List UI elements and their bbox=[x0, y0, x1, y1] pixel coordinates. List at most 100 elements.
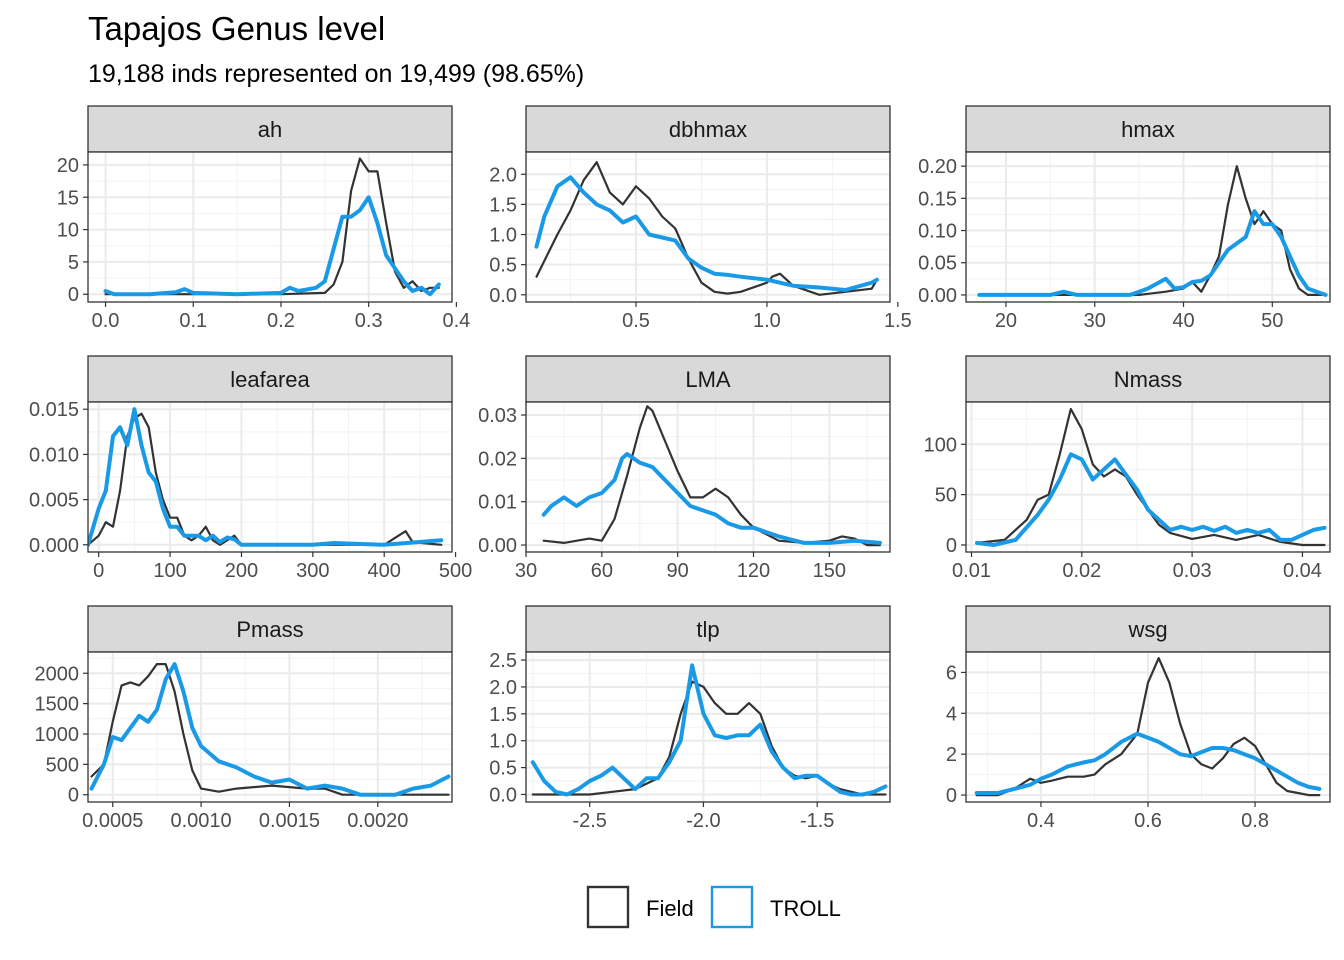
x-tick-label: -1.5 bbox=[800, 810, 834, 832]
x-tick-label: 0.03 bbox=[1173, 560, 1212, 582]
strip-label-tlp: tlp bbox=[696, 617, 719, 642]
series-group bbox=[530, 663, 888, 797]
panel-bg bbox=[526, 402, 890, 552]
y-tick-label: 0.015 bbox=[29, 399, 79, 421]
grid bbox=[526, 152, 890, 302]
series-line-troll bbox=[974, 731, 1322, 795]
y-tick-label: 2.5 bbox=[489, 650, 517, 672]
series-group bbox=[534, 161, 879, 296]
x-tick-label: 0.0005 bbox=[82, 810, 143, 832]
panel-bg bbox=[966, 152, 1330, 302]
panel-border bbox=[87, 651, 453, 803]
y-tick-label: 2.0 bbox=[489, 164, 517, 186]
series-group bbox=[89, 662, 451, 797]
x-tick-label: 0.6 bbox=[1134, 810, 1162, 832]
panel-border bbox=[525, 401, 891, 553]
y-tick-label: 2000 bbox=[35, 663, 80, 685]
legend: Field TROLL bbox=[586, 885, 841, 929]
y-tick-label: 0 bbox=[68, 785, 79, 807]
y-tick-label: 0.5 bbox=[489, 255, 517, 277]
x-tick-label: 0.3 bbox=[355, 310, 383, 332]
series-line-field bbox=[90, 662, 450, 796]
y-tick-label: 0.00 bbox=[918, 285, 957, 307]
panel-border bbox=[87, 401, 453, 553]
panel-border bbox=[87, 151, 453, 303]
y-tick-label: 15 bbox=[57, 187, 79, 209]
strip-tlp bbox=[525, 605, 891, 653]
series-group bbox=[977, 165, 1328, 297]
x-tick-label: 300 bbox=[296, 560, 329, 582]
y-tick-label: 0.20 bbox=[918, 156, 957, 178]
x-tick-label: 1.0 bbox=[753, 310, 781, 332]
panel-Nmass: Nmass 0.01 0.02 0.03 0.04 0 50 100 bbox=[924, 355, 1331, 582]
series-group bbox=[88, 407, 444, 547]
grid bbox=[88, 402, 452, 552]
y-tick-label: 2.0 bbox=[489, 677, 517, 699]
series-group bbox=[103, 157, 441, 297]
y-tick-label: 1.0 bbox=[489, 731, 517, 753]
y-tick-label: 50 bbox=[935, 485, 957, 507]
x-tick-label: 0.0010 bbox=[171, 810, 232, 832]
series-line-field bbox=[975, 656, 1321, 797]
x-tick-label: 0.01 bbox=[952, 560, 991, 582]
y-tick-label: 20 bbox=[57, 155, 79, 177]
strip-label-leafarea: leafarea bbox=[230, 367, 310, 392]
x-tick-label: 400 bbox=[368, 560, 401, 582]
panel-Pmass: Pmass 0.0005 0.0010 0.0015 0.0020 0 500 1000 150… bbox=[35, 605, 453, 832]
grid bbox=[966, 152, 1330, 302]
y-tick-label: 0.01 bbox=[478, 492, 517, 514]
y-tick-label: 100 bbox=[924, 434, 957, 456]
x-tick-label: 0.0020 bbox=[347, 810, 408, 832]
series-line-field bbox=[104, 157, 440, 296]
y-tick-label: 1.5 bbox=[489, 704, 517, 726]
strip-label-dbhmax: dbhmax bbox=[669, 117, 747, 142]
series-line-troll bbox=[975, 452, 1327, 547]
x-tick-label: 0.5 bbox=[622, 310, 650, 332]
y-tick-label: 0.5 bbox=[489, 758, 517, 780]
panel-wsg: wsg 0.4 0.6 0.8 0 2 4 6 bbox=[946, 605, 1331, 832]
series-line-troll bbox=[89, 662, 451, 797]
y-tick-label: 500 bbox=[46, 754, 79, 776]
x-tick-label: 150 bbox=[813, 560, 846, 582]
series-group bbox=[541, 405, 882, 547]
y-tick-label: 5 bbox=[68, 252, 79, 274]
y-tick-label: 0.000 bbox=[29, 535, 79, 557]
x-tick-label: 0.8 bbox=[1241, 810, 1269, 832]
x-tick-label: 50 bbox=[1261, 310, 1283, 332]
strip-label-hmax: hmax bbox=[1121, 117, 1175, 142]
y-tick-label: 0.10 bbox=[918, 221, 957, 243]
y-tick-label: 0.02 bbox=[478, 448, 517, 470]
panel-bg bbox=[966, 402, 1330, 552]
x-tick-label: 20 bbox=[995, 310, 1017, 332]
panel-border bbox=[525, 151, 891, 303]
series-line-field bbox=[978, 165, 1327, 296]
x-tick-label: -2.5 bbox=[572, 810, 606, 832]
x-tick-label: 0.2 bbox=[267, 310, 295, 332]
x-tick-label: 200 bbox=[225, 560, 258, 582]
y-tick-label: 0.03 bbox=[478, 405, 517, 427]
x-tick-label: 30 bbox=[515, 560, 537, 582]
y-tick-label: 1.0 bbox=[489, 225, 517, 247]
panel-LMA: LMA 30 60 90 120 150 0.00 0.01 0.02 0.03 bbox=[478, 355, 891, 582]
series-line-troll bbox=[977, 209, 1328, 297]
y-tick-label: 1500 bbox=[35, 694, 80, 716]
y-tick-label: 0.0 bbox=[489, 285, 517, 307]
y-tick-label: 0.010 bbox=[29, 444, 79, 466]
y-tick-label: 1000 bbox=[35, 724, 80, 746]
x-tick-label: 90 bbox=[667, 560, 689, 582]
y-tick-label: 10 bbox=[57, 220, 79, 242]
y-tick-label: 0.05 bbox=[918, 253, 957, 275]
panel-ah: ah 0.0 0.1 0.2 0.3 0.4 0 5 10 15 20 bbox=[57, 105, 470, 332]
x-tick-label: 120 bbox=[737, 560, 770, 582]
series-line-troll bbox=[534, 175, 879, 292]
series-line-troll bbox=[88, 407, 444, 547]
legend-label-troll: TROLL bbox=[770, 896, 841, 921]
series-line-troll bbox=[103, 195, 441, 297]
x-tick-label: 30 bbox=[1084, 310, 1106, 332]
strip-label-ah: ah bbox=[258, 117, 282, 142]
y-tick-label: 6 bbox=[946, 662, 957, 684]
series-group bbox=[975, 407, 1327, 547]
legend-key-field bbox=[586, 885, 630, 929]
x-tick-label: 0.0 bbox=[92, 310, 120, 332]
